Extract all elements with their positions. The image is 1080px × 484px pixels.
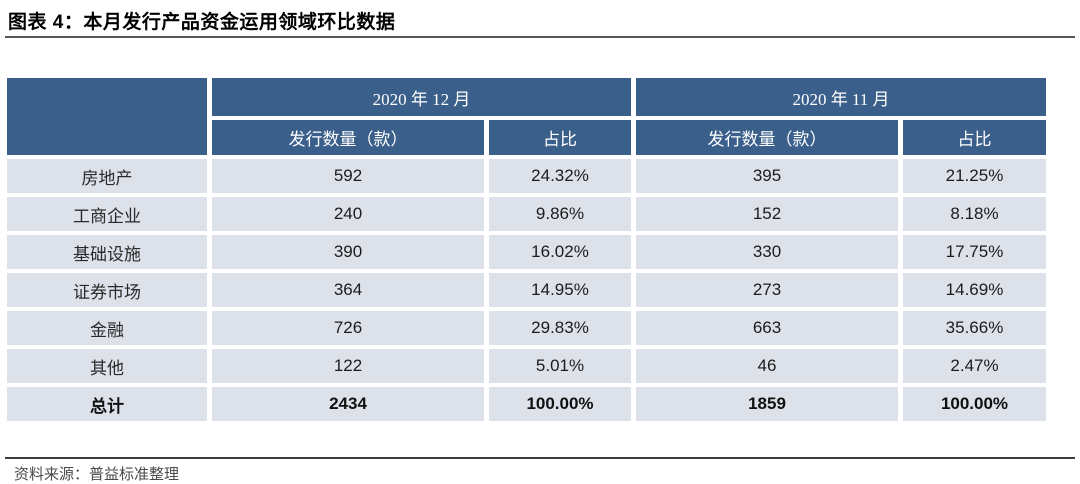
dec-share-cell: 9.86% bbox=[489, 197, 631, 231]
column-group-dec-2020: 2020 年 12 月 bbox=[212, 78, 631, 116]
dec-share-cell: 14.95% bbox=[489, 273, 631, 307]
column-header-nov-share: 占比 bbox=[903, 120, 1046, 155]
title-divider bbox=[5, 36, 1075, 38]
total-dec-share-cell: 100.00% bbox=[489, 387, 631, 421]
dec-count-cell: 122 bbox=[212, 349, 484, 383]
nov-share-cell: 8.18% bbox=[903, 197, 1046, 231]
total-dec-count-cell: 2434 bbox=[212, 387, 484, 421]
dec-share-cell: 5.01% bbox=[489, 349, 631, 383]
nov-count-cell: 330 bbox=[636, 235, 898, 269]
comparison-table: 2020 年 12 月 2020 年 11 月 发行数量（款） 占比 发行数量（… bbox=[7, 78, 1046, 421]
row-label: 工商企业 bbox=[7, 197, 207, 231]
nov-count-cell: 395 bbox=[636, 159, 898, 193]
source-note-clipped: 资料来源：普益标准整理 bbox=[14, 467, 180, 483]
nov-share-cell: 2.47% bbox=[903, 349, 1046, 383]
dec-share-cell: 16.02% bbox=[489, 235, 631, 269]
nov-count-cell: 152 bbox=[636, 197, 898, 231]
row-label: 基础设施 bbox=[7, 235, 207, 269]
nov-count-cell: 663 bbox=[636, 311, 898, 345]
column-header-dec-share: 占比 bbox=[489, 120, 631, 155]
total-row-label: 总计 bbox=[7, 387, 207, 421]
column-header-nov-count: 发行数量（款） bbox=[636, 120, 898, 155]
row-label: 金融 bbox=[7, 311, 207, 345]
row-label: 房地产 bbox=[7, 159, 207, 193]
dec-count-cell: 240 bbox=[212, 197, 484, 231]
dec-count-cell: 592 bbox=[212, 159, 484, 193]
nov-share-cell: 14.69% bbox=[903, 273, 1046, 307]
column-group-nov-2020: 2020 年 11 月 bbox=[636, 78, 1046, 116]
nov-share-cell: 35.66% bbox=[903, 311, 1046, 345]
figure-title: 图表 4：本月发行产品资金运用领域环比数据 bbox=[8, 12, 396, 33]
total-nov-share-cell: 100.00% bbox=[903, 387, 1046, 421]
dec-count-cell: 364 bbox=[212, 273, 484, 307]
table-corner-cell bbox=[7, 78, 207, 155]
dec-count-cell: 390 bbox=[212, 235, 484, 269]
total-nov-count-cell: 1859 bbox=[636, 387, 898, 421]
row-label: 证券市场 bbox=[7, 273, 207, 307]
dec-count-cell: 726 bbox=[212, 311, 484, 345]
nov-count-cell: 46 bbox=[636, 349, 898, 383]
nov-share-cell: 21.25% bbox=[903, 159, 1046, 193]
dec-share-cell: 29.83% bbox=[489, 311, 631, 345]
footer-divider bbox=[5, 457, 1075, 459]
dec-share-cell: 24.32% bbox=[489, 159, 631, 193]
row-label: 其他 bbox=[7, 349, 207, 383]
nov-count-cell: 273 bbox=[636, 273, 898, 307]
nov-share-cell: 17.75% bbox=[903, 235, 1046, 269]
column-header-dec-count: 发行数量（款） bbox=[212, 120, 484, 155]
